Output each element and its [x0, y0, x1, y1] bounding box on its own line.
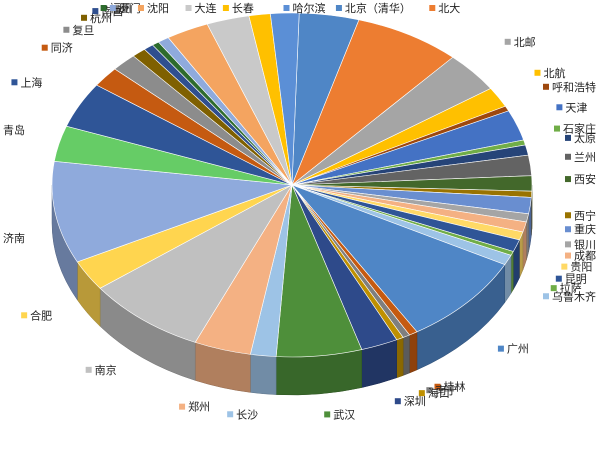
pie-slice-22-side	[396, 337, 404, 379]
pie-label-marker-11	[565, 212, 571, 219]
pie-label-13: 银川	[574, 237, 596, 251]
pie-label-marker-22	[418, 390, 425, 397]
pie-label-marker-40	[222, 5, 229, 11]
pie-label-marker-10	[565, 176, 571, 183]
pie-label-marker-15	[561, 263, 568, 270]
pie-label-27: 南京	[95, 363, 117, 377]
pie-label-marker-31	[11, 79, 18, 86]
pie-slice-29	[51, 160, 293, 263]
pie-label-22: 海口	[428, 386, 450, 400]
pie-label-marker-18	[543, 293, 549, 300]
pie-label-3: 北邮	[514, 36, 536, 49]
pie-label-marker-32	[41, 44, 48, 51]
pie-label-40: 长春	[232, 2, 254, 15]
pie-label-16: 昆明	[565, 273, 587, 286]
pie-slice-27	[99, 184, 293, 343]
pie-label-marker-27	[85, 366, 92, 373]
pie-label-31: 上海	[20, 75, 42, 89]
pie-label-marker-3	[504, 38, 511, 45]
pie-label-marker-8	[565, 134, 571, 141]
pie-label-35: 南昌	[101, 5, 123, 18]
pie-label-marker-20	[434, 383, 441, 390]
pie-label-32: 同济	[51, 41, 73, 55]
pie-label-marker-23	[394, 398, 401, 405]
pie-label-28: 合肥	[30, 308, 52, 322]
pie-label-9: 兰州	[574, 151, 596, 164]
pie-label-23: 深圳	[404, 395, 426, 408]
pie-label-marker-34	[81, 14, 88, 21]
pie-label-7: 石家庄	[563, 122, 596, 136]
pie-label-marker-28	[21, 312, 28, 319]
pie-label-marker-9	[565, 153, 571, 160]
pie-label-marker-19	[497, 345, 504, 352]
pie-label-marker-13	[565, 241, 571, 248]
pie-label-18: 乌鲁木齐	[552, 289, 596, 303]
pie-label-marker-41	[283, 5, 290, 11]
pie-label-12: 重庆	[574, 222, 596, 236]
pie-label-14: 成都	[574, 250, 596, 263]
pie-label-marker-16	[555, 275, 562, 282]
pie-label-4: 北航	[543, 66, 565, 80]
pie-slice-41	[270, 12, 300, 186]
pie-label-marker-14	[565, 252, 571, 259]
pie-label-25: 长沙	[236, 408, 258, 421]
pie-label-10: 西安	[574, 172, 596, 186]
pie-slice-21-side	[402, 334, 410, 376]
pie-slice-2	[291, 19, 454, 186]
pie-label-marker-7	[554, 125, 560, 132]
pie-label-21: 南宁	[435, 383, 457, 397]
pie-label-marker-35	[92, 8, 99, 15]
pie-label-marker-36	[100, 5, 107, 11]
pie-label-24: 武汉	[333, 408, 355, 421]
pie-slice-20-side	[409, 331, 418, 374]
pie-label-marker-21	[426, 387, 433, 394]
pie-label-marker-4	[534, 69, 541, 76]
pie-label-11: 西宁	[574, 208, 596, 222]
pie-label-marker-12	[565, 226, 571, 233]
pie-label-marker-6	[556, 104, 563, 111]
pie-label-marker-2	[429, 5, 436, 11]
pie-slice-17-side	[510, 250, 514, 295]
pie-label-37: 厦门	[119, 1, 141, 15]
pie-labels: 北京（清华） 北大北邮北航呼和浩特天津石家庄太原兰州西安西宁重庆银川成都贵阳昆明拉…	[3, 1, 596, 421]
pie-label-33: 复旦	[72, 23, 94, 37]
pie-label-marker-5	[543, 83, 549, 90]
pie-label-41: 哈尔滨	[292, 1, 325, 15]
pie-label-30: 青岛	[3, 123, 25, 137]
pie-label-6: 天津	[565, 101, 587, 114]
pie-label-26: 郑州	[188, 400, 210, 414]
pie-slice-25-side	[250, 354, 277, 395]
pie-label-38: 沈阳	[147, 1, 169, 15]
pie-label-5: 呼和浩特	[552, 80, 596, 94]
pie-label-marker-25	[227, 411, 234, 418]
pie-label-15: 贵阳	[570, 261, 592, 274]
pie-label-marker-39	[185, 5, 192, 11]
pie-label-marker-33	[63, 26, 70, 33]
pie-label-29: 济南	[3, 231, 25, 245]
pie-label-marker-24	[324, 411, 331, 418]
pie-label-marker-26	[179, 403, 186, 410]
pie-label-marker-37	[109, 5, 116, 11]
pie-slice-19	[291, 184, 506, 333]
pie-label-17: 拉萨	[560, 281, 582, 295]
pie-label-marker-17	[550, 285, 557, 292]
pie-label-36: 福州	[110, 1, 132, 15]
pie-label-marker-1	[335, 5, 342, 11]
pie-sides	[51, 184, 533, 396]
pie-label-19: 广州	[507, 343, 529, 356]
pie-label-marker-38	[137, 5, 144, 11]
pie-label-8: 太原	[574, 132, 596, 145]
pie-label-20: 桂林	[443, 380, 465, 394]
pie-slices	[51, 12, 533, 358]
pie-label-2: 北大	[438, 1, 460, 15]
pie-label-34: 杭州	[90, 11, 112, 25]
pie-label-1: 北京（清华）	[345, 1, 411, 15]
pie-label-39: 大连	[195, 1, 217, 15]
